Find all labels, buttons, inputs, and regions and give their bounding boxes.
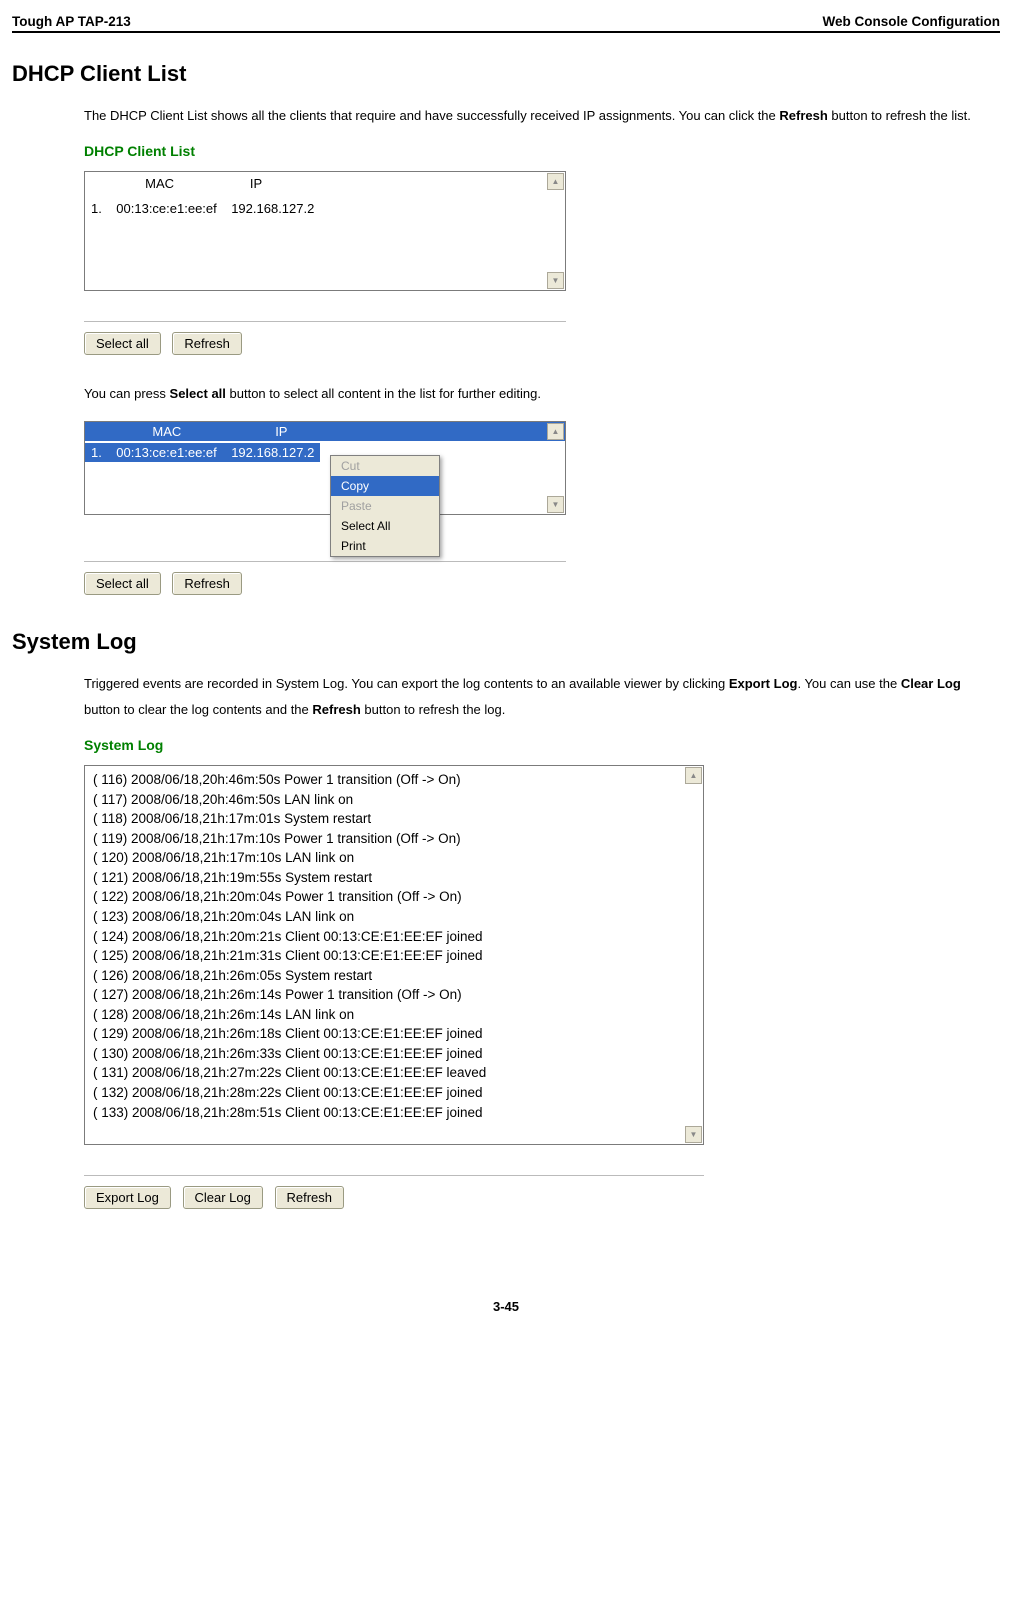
syslog-line[interactable]: ( 133) 2008/06/18,21h:28m:51s Client 00:… <box>93 1103 681 1123</box>
syslog-line[interactable]: ( 127) 2008/06/18,21h:26m:14s Power 1 tr… <box>93 985 681 1005</box>
scroll-down-icon[interactable]: ▼ <box>547 272 564 289</box>
syslog-line[interactable]: ( 130) 2008/06/18,21h:26m:33s Client 00:… <box>93 1044 681 1064</box>
syslog-line[interactable]: ( 126) 2008/06/18,21h:26m:05s System res… <box>93 966 681 986</box>
separator <box>84 561 566 562</box>
syslog-line[interactable]: ( 131) 2008/06/18,21h:27m:22s Client 00:… <box>93 1063 681 1083</box>
ctx-paste: Paste <box>331 496 439 516</box>
syslog-line[interactable]: ( 118) 2008/06/18,21h:17m:01s System res… <box>93 809 681 829</box>
ctx-select-all[interactable]: Select All <box>331 516 439 536</box>
syslog-line[interactable]: ( 128) 2008/06/18,21h:26m:14s LAN link o… <box>93 1005 681 1025</box>
syslog-line[interactable]: ( 122) 2008/06/18,21h:20m:04s Power 1 tr… <box>93 887 681 907</box>
select-all-button[interactable]: Select all <box>84 572 161 595</box>
refresh-button[interactable]: Refresh <box>172 572 242 595</box>
syslog-line[interactable]: ( 117) 2008/06/18,20h:46m:50s LAN link o… <box>93 790 681 810</box>
dhcp-intro-paragraph: The DHCP Client List shows all the clien… <box>84 103 1000 129</box>
scroll-up-icon[interactable]: ▲ <box>547 173 564 190</box>
syslog-line[interactable]: ( 123) 2008/06/18,21h:20m:04s LAN link o… <box>93 907 681 927</box>
page-header: Tough AP TAP-213 Web Console Configurati… <box>12 14 1000 33</box>
page-number: 3-45 <box>12 1299 1000 1314</box>
syslog-line[interactable]: ( 119) 2008/06/18,21h:17m:10s Power 1 tr… <box>93 829 681 849</box>
context-menu[interactable]: Cut Copy Paste Select All Print <box>330 455 440 557</box>
dhcp-listbox[interactable]: MAC IP 1. 00:13:ce:e1:ee:ef 192.168.127.… <box>84 171 566 291</box>
select-all-button[interactable]: Select all <box>84 332 161 355</box>
scroll-up-icon[interactable]: ▲ <box>685 767 702 784</box>
dhcp-panel-1: MAC IP 1. 00:13:ce:e1:ee:ef 192.168.127.… <box>84 171 1000 355</box>
syslog-line[interactable]: ( 121) 2008/06/18,21h:19m:55s System res… <box>93 868 681 888</box>
dhcp-list-row[interactable]: 1. 00:13:ce:e1:ee:ef 192.168.127.2 <box>91 201 545 216</box>
panel-title-syslog: System Log <box>84 737 1000 753</box>
separator <box>84 1175 704 1176</box>
ctx-print[interactable]: Print <box>331 536 439 556</box>
header-left: Tough AP TAP-213 <box>12 14 131 29</box>
section-title-syslog: System Log <box>12 629 1000 655</box>
dhcp-sel-row[interactable]: 1. 00:13:ce:e1:ee:ef 192.168.127.2 <box>85 443 320 462</box>
syslog-line[interactable]: ( 125) 2008/06/18,21h:21m:31s Client 00:… <box>93 946 681 966</box>
ctx-cut: Cut <box>331 456 439 476</box>
scroll-down-icon[interactable]: ▼ <box>685 1126 702 1143</box>
dhcp-sel-header: MAC IP <box>85 422 565 441</box>
dhcp-list-header: MAC IP <box>91 176 545 191</box>
dhcp-listbox-selected[interactable]: MAC IP 1. 00:13:ce:e1:ee:ef 192.168.127.… <box>84 421 566 515</box>
scroll-down-icon[interactable]: ▼ <box>547 496 564 513</box>
syslog-line[interactable]: ( 124) 2008/06/18,21h:20m:21s Client 00:… <box>93 927 681 947</box>
refresh-button[interactable]: Refresh <box>275 1186 345 1209</box>
scroll-up-icon[interactable]: ▲ <box>547 423 564 440</box>
section-title-dhcp: DHCP Client List <box>12 61 1000 87</box>
dhcp-selectall-paragraph: You can press Select all button to selec… <box>84 381 1000 407</box>
export-log-button[interactable]: Export Log <box>84 1186 171 1209</box>
ctx-copy[interactable]: Copy <box>331 476 439 496</box>
separator <box>84 321 566 322</box>
syslog-line[interactable]: ( 132) 2008/06/18,21h:28m:22s Client 00:… <box>93 1083 681 1103</box>
syslog-listbox[interactable]: ▲ ▼ ( 116) 2008/06/18,20h:46m:50s Power … <box>84 765 704 1145</box>
refresh-button[interactable]: Refresh <box>172 332 242 355</box>
syslog-line[interactable]: ( 129) 2008/06/18,21h:26m:18s Client 00:… <box>93 1024 681 1044</box>
syslog-line[interactable]: ( 120) 2008/06/18,21h:17m:10s LAN link o… <box>93 848 681 868</box>
syslog-line[interactable]: ( 116) 2008/06/18,20h:46m:50s Power 1 tr… <box>93 770 681 790</box>
syslog-intro-paragraph: Triggered events are recorded in System … <box>84 671 1000 723</box>
dhcp-panel-2: MAC IP 1. 00:13:ce:e1:ee:ef 192.168.127.… <box>84 421 1000 595</box>
clear-log-button[interactable]: Clear Log <box>183 1186 263 1209</box>
syslog-panel: ▲ ▼ ( 116) 2008/06/18,20h:46m:50s Power … <box>84 765 1000 1209</box>
header-right: Web Console Configuration <box>823 14 1001 29</box>
panel-title-dhcp: DHCP Client List <box>84 143 1000 159</box>
